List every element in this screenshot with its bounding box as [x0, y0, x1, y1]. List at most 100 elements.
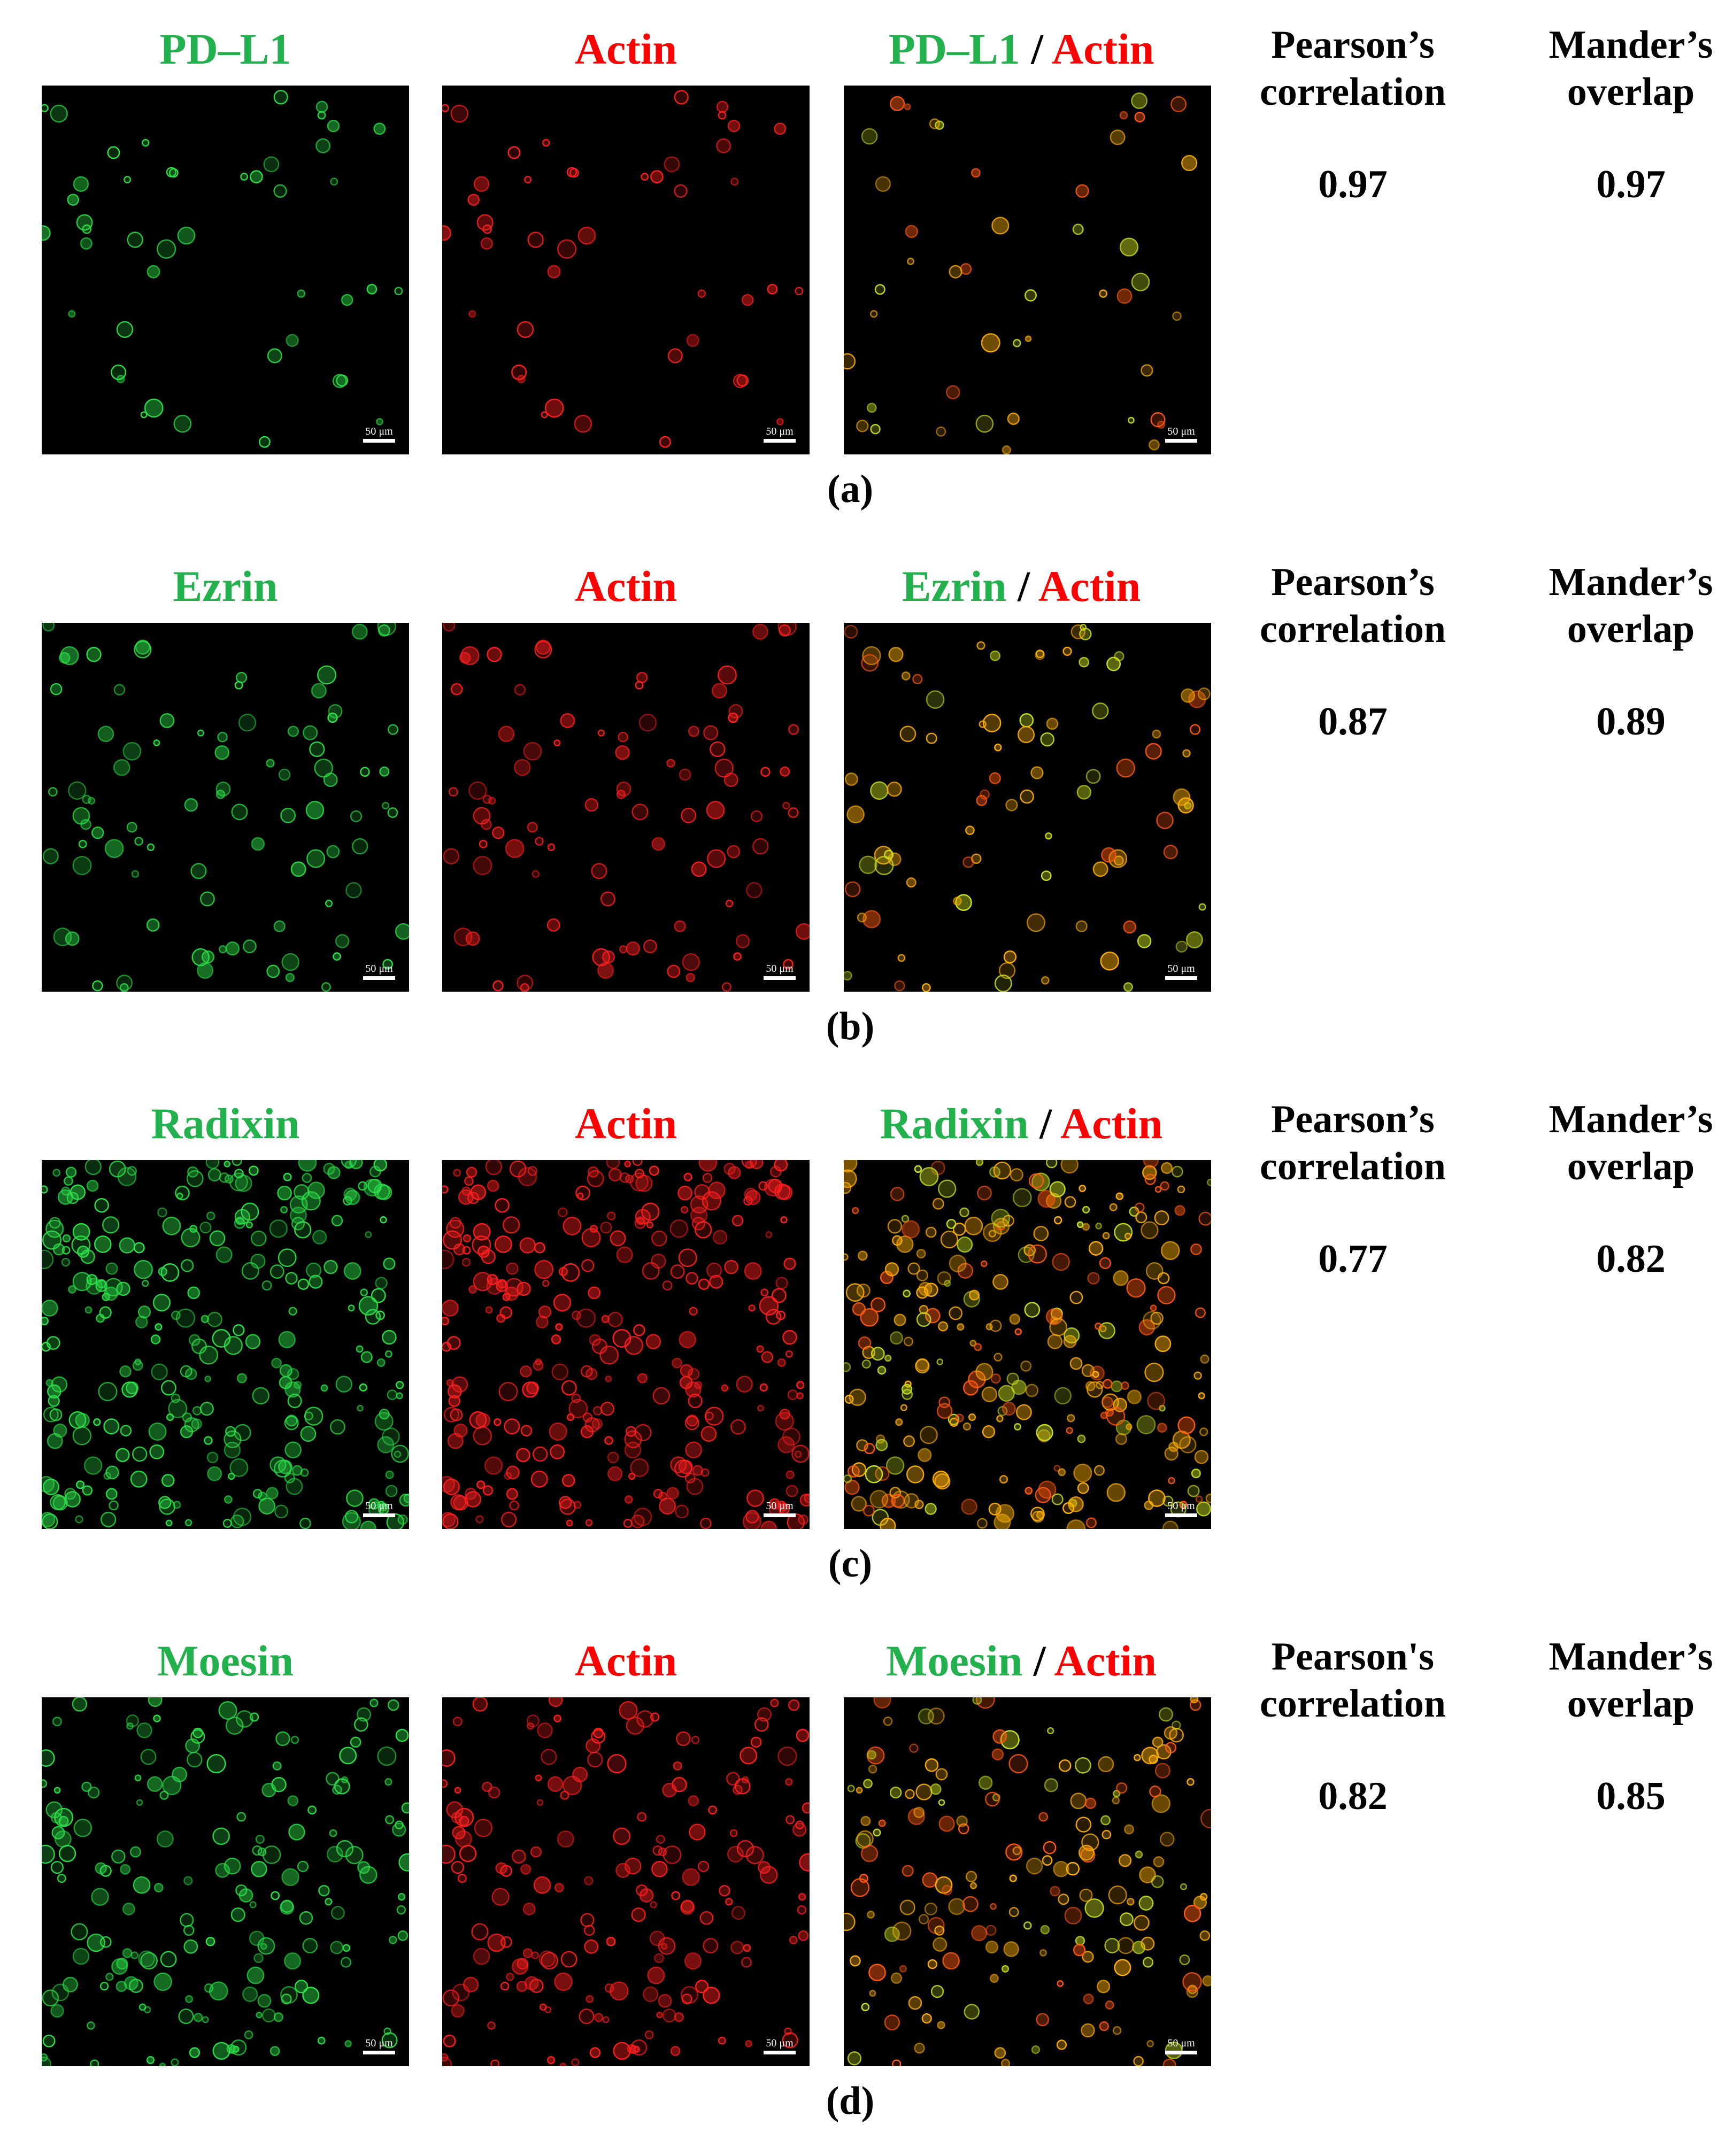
cell: [896, 1235, 914, 1253]
pearson-header-line1: Pearson’s: [1271, 560, 1435, 604]
cell: [591, 863, 607, 879]
cell: [903, 1435, 915, 1447]
cell: [1035, 1487, 1051, 1503]
cell: [871, 1297, 886, 1312]
cell: [1113, 1397, 1128, 1412]
cell: [1002, 445, 1012, 454]
cell: [450, 104, 468, 123]
cell: [1084, 1898, 1104, 1918]
cell: [1116, 1782, 1128, 1794]
cell: [80, 818, 91, 830]
cell: [207, 1168, 221, 1182]
cell: [1190, 1697, 1199, 1704]
cell: [877, 1365, 887, 1375]
cell: [1162, 2058, 1176, 2066]
cell: [283, 1952, 302, 1970]
cell: [487, 2021, 496, 2030]
cell: [887, 782, 902, 797]
cell: [529, 1979, 544, 1993]
cell: [473, 1272, 492, 1292]
merge-micrograph: 50 μm: [844, 86, 1211, 454]
cell: [534, 1242, 545, 1254]
cell: [446, 1801, 464, 1819]
cell: [1142, 1957, 1154, 1968]
cell: [215, 782, 231, 797]
cell: [1026, 913, 1045, 932]
panel-b: Ezrin Actin Ezrin / Actin 50 μm 50 μm 50…: [0, 537, 1733, 1072]
cell: [504, 1472, 512, 1480]
cell: [373, 122, 386, 135]
cell: [1072, 223, 1084, 235]
merge-protein-label: PD–L1: [888, 25, 1020, 73]
cell: [799, 1853, 810, 1872]
cell: [1114, 1223, 1133, 1242]
scale-bar-label: 50 μm: [1167, 963, 1195, 975]
cell: [642, 1262, 660, 1280]
cell: [383, 2027, 391, 2035]
cell: [908, 1996, 922, 2010]
cell: [343, 1187, 357, 1201]
cell: [207, 1311, 222, 1327]
cell: [1085, 769, 1101, 784]
cell: [303, 725, 318, 740]
cell: [1154, 1335, 1172, 1353]
mander-header: Mander’s overlap: [1519, 1633, 1733, 1727]
cell: [797, 1905, 807, 1915]
cell: [764, 1178, 782, 1197]
cell: [636, 1710, 654, 1728]
cell: [907, 1262, 920, 1275]
cell: [868, 1764, 877, 1774]
cell: [394, 287, 403, 296]
cell-texture: [442, 90, 804, 448]
pearson-header: Pearson’s correlation: [1241, 21, 1465, 115]
cell: [512, 1958, 529, 1975]
cell: [397, 1930, 409, 1941]
cell: [294, 1980, 309, 1993]
cell: [42, 1475, 55, 1493]
cell: [862, 646, 881, 666]
cell: [252, 1387, 269, 1405]
cell: [127, 231, 143, 248]
cell: [589, 2047, 601, 2058]
cell: [124, 175, 132, 184]
cell: [636, 1884, 648, 1897]
actin-title: Actin: [574, 562, 677, 611]
cell: [856, 1830, 874, 1848]
cell: [325, 1898, 333, 1906]
cell: [1054, 1387, 1072, 1405]
cell: [748, 1304, 756, 1312]
cell: [446, 1219, 465, 1238]
cell: [302, 1938, 318, 1953]
cell: [1102, 1232, 1110, 1240]
cell: [1058, 1468, 1066, 1477]
cell: [735, 934, 750, 948]
cell: [714, 759, 734, 778]
cell: [681, 1205, 689, 1214]
cell: [442, 1844, 456, 1864]
cell: [1003, 950, 1017, 964]
cell: [206, 1211, 215, 1220]
cell: [592, 1406, 603, 1416]
cell: [1075, 1757, 1091, 1774]
cell: [988, 1502, 1002, 1516]
cell: [587, 1166, 599, 1178]
cell: [103, 1472, 111, 1480]
cell: [48, 1395, 60, 1407]
cell: [675, 1504, 689, 1519]
cell: [573, 1501, 582, 1509]
cell: [49, 1408, 63, 1421]
cell: [1101, 847, 1116, 863]
cell: [360, 1351, 373, 1363]
cell: [606, 1936, 616, 1946]
cell: [878, 1819, 886, 1827]
cell: [134, 837, 143, 846]
cell: [906, 877, 916, 888]
cell: [746, 1489, 764, 1507]
actin-micrograph: 50 μm: [442, 623, 810, 992]
cell: [924, 1902, 937, 1915]
cell: [959, 1207, 969, 1218]
cell: [1135, 1202, 1145, 1212]
cell: [744, 1187, 758, 1201]
cell: [844, 1253, 849, 1261]
mander-header: Mander’s overlap: [1519, 559, 1733, 653]
